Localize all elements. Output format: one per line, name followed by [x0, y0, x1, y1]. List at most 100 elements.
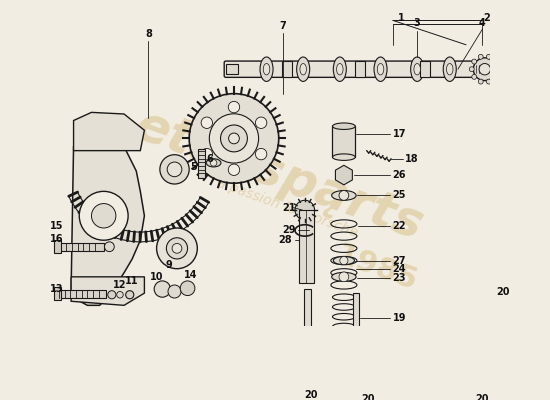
Text: 3: 3 [414, 18, 421, 28]
Text: 19: 19 [393, 312, 406, 322]
Text: 20: 20 [305, 390, 318, 400]
Circle shape [201, 148, 212, 160]
Circle shape [493, 59, 498, 64]
Circle shape [472, 74, 477, 79]
Circle shape [79, 191, 128, 240]
Circle shape [228, 101, 240, 113]
Bar [474, 65, 489, 73]
Circle shape [189, 94, 279, 183]
Circle shape [255, 148, 267, 160]
Circle shape [469, 67, 474, 72]
Circle shape [157, 228, 197, 269]
Circle shape [104, 242, 114, 252]
Text: 10: 10 [150, 272, 163, 282]
Ellipse shape [333, 154, 355, 160]
Circle shape [339, 190, 349, 200]
Circle shape [167, 162, 182, 177]
Circle shape [339, 272, 349, 282]
Ellipse shape [333, 57, 346, 82]
Text: 5: 5 [190, 162, 197, 172]
Circle shape [172, 244, 182, 253]
Text: 27: 27 [393, 256, 406, 266]
Text: 22: 22 [393, 221, 406, 231]
Bar [333, 126, 355, 157]
Bar [420, 61, 430, 77]
Ellipse shape [300, 64, 306, 75]
Polygon shape [74, 112, 145, 151]
Text: 24: 24 [393, 264, 406, 274]
Text: 20: 20 [496, 286, 509, 296]
Circle shape [117, 292, 123, 298]
Circle shape [180, 281, 195, 296]
Polygon shape [336, 165, 353, 185]
Circle shape [154, 281, 170, 297]
Circle shape [228, 164, 240, 176]
Text: 2: 2 [483, 13, 490, 23]
Ellipse shape [125, 291, 134, 299]
Text: 28: 28 [278, 235, 292, 245]
Bar [226, 64, 238, 74]
Text: 18: 18 [405, 154, 419, 164]
Text: a passion for porsche: a passion for porsche [214, 176, 359, 240]
Ellipse shape [447, 64, 453, 75]
Text: 20: 20 [361, 394, 375, 400]
Circle shape [221, 125, 248, 152]
Text: 1: 1 [398, 13, 404, 23]
Bar [198, 149, 205, 178]
Circle shape [340, 256, 348, 265]
Text: 12: 12 [113, 280, 127, 290]
Bar [304, 289, 311, 387]
Circle shape [229, 133, 239, 144]
Circle shape [474, 58, 496, 81]
Bar [59, 243, 104, 251]
Text: 11: 11 [125, 276, 139, 286]
Text: 14: 14 [184, 270, 197, 280]
Ellipse shape [333, 256, 355, 265]
Ellipse shape [295, 385, 320, 394]
Ellipse shape [332, 272, 356, 281]
Circle shape [255, 117, 267, 128]
Text: 9: 9 [166, 260, 172, 270]
Circle shape [160, 155, 189, 184]
Circle shape [479, 64, 491, 75]
Circle shape [295, 200, 315, 220]
Circle shape [210, 114, 258, 163]
Ellipse shape [345, 383, 367, 391]
Text: 4: 4 [479, 18, 486, 28]
Text: 29: 29 [282, 226, 295, 236]
Circle shape [167, 238, 188, 259]
Text: 1985: 1985 [332, 240, 421, 297]
Ellipse shape [206, 159, 221, 167]
Text: 15: 15 [50, 220, 63, 230]
Ellipse shape [332, 190, 356, 200]
Circle shape [478, 54, 483, 59]
Bar [282, 61, 292, 77]
Ellipse shape [377, 64, 384, 75]
Text: 7: 7 [279, 21, 286, 31]
Circle shape [486, 79, 491, 84]
Text: 13: 13 [50, 284, 63, 294]
Text: 21: 21 [282, 203, 295, 213]
Ellipse shape [333, 123, 355, 130]
Text: 16: 16 [50, 234, 63, 244]
Circle shape [210, 160, 217, 166]
Bar [353, 293, 359, 387]
Ellipse shape [296, 57, 310, 82]
Polygon shape [71, 277, 145, 305]
Text: etaospąrts: etaospąrts [128, 101, 430, 250]
Ellipse shape [260, 57, 273, 82]
Text: 20: 20 [476, 394, 489, 400]
Ellipse shape [443, 57, 456, 82]
Text: 25: 25 [393, 190, 406, 200]
Text: 6: 6 [206, 154, 213, 164]
Text: 8: 8 [145, 29, 152, 39]
Circle shape [493, 74, 498, 79]
Bar [57, 290, 106, 298]
Circle shape [168, 285, 181, 298]
Circle shape [496, 67, 500, 72]
Bar [54, 240, 60, 253]
Bar [54, 288, 60, 300]
Polygon shape [71, 130, 145, 305]
Ellipse shape [263, 64, 270, 75]
Ellipse shape [411, 57, 424, 82]
